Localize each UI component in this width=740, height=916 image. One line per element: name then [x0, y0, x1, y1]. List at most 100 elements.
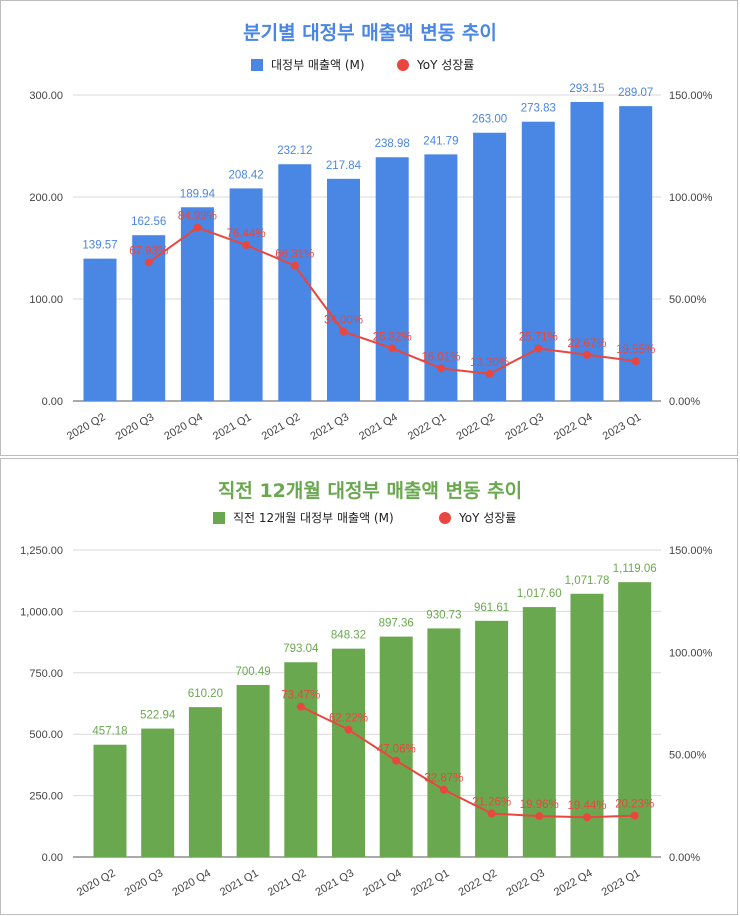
bar [570, 593, 604, 857]
yoy-point [631, 357, 640, 366]
bar-value-label: 273.83 [521, 103, 556, 115]
bar [473, 132, 507, 402]
bar-value-label: 1,017.60 [517, 588, 562, 600]
yoy-point [193, 223, 202, 232]
x-tick-label: 2023 Q1 [600, 867, 643, 898]
bar-value-label: 700.49 [236, 666, 271, 678]
bar-value-label: 610.20 [188, 688, 223, 700]
yoy-point [485, 369, 494, 378]
y-right-tick: 150.00% [669, 545, 713, 557]
legend: 대정부 매출액 (M) YoY 성장률 [251, 58, 474, 72]
yoy-point [534, 344, 543, 353]
legend-swatch-bar [213, 512, 225, 524]
chart-title: 직전 12개월 대정부 매출액 변동 추이 [218, 480, 522, 502]
bar-value-label: 238.98 [375, 138, 410, 150]
yoy-line [300, 705, 635, 819]
yoy-point [242, 241, 251, 250]
x-tick-label: 2021 Q4 [361, 867, 404, 898]
legend: 직전 12개월 대정부 매출액 (M) YoY 성장률 [213, 511, 516, 525]
bar-value-label: 263.00 [472, 114, 507, 126]
chart-title: 분기별 대정부 매출액 변동 추이 [243, 22, 497, 44]
yoy-value-label: 25.71% [519, 332, 558, 344]
yoy-value-label: 19.44% [567, 800, 606, 812]
yoy-point [344, 725, 353, 734]
y-left-tick: 250.00 [29, 791, 63, 803]
y-left-tick: 200.00 [29, 192, 63, 204]
bar-value-label: 961.61 [474, 602, 509, 614]
x-tick-label: 2023 Q1 [601, 411, 644, 442]
yoy-point [144, 258, 153, 267]
legend-swatch-bar [251, 59, 263, 71]
y-right-tick: 50.00% [669, 750, 707, 762]
bar-value-label: 241.79 [423, 135, 458, 147]
x-tick-label: 2020 Q4 [170, 867, 213, 898]
x-tick-label: 2021 Q3 [313, 867, 356, 898]
bar-value-label: 897.36 [379, 618, 414, 630]
bar [619, 106, 653, 402]
yoy-value-label: 13.30% [470, 357, 509, 369]
x-tick-label: 2021 Q2 [266, 867, 309, 898]
bar [327, 178, 360, 401]
bar-value-label: 848.32 [331, 630, 366, 642]
bar-value-label: 457.18 [92, 726, 127, 738]
x-tick-label: 2022 Q4 [552, 411, 595, 442]
bar-value-label: 522.94 [140, 710, 176, 722]
x-tick-label: 2022 Q2 [455, 411, 498, 442]
bar [229, 188, 263, 401]
bar [618, 582, 652, 857]
yoy-point [439, 785, 448, 794]
x-tick-label: 2022 Q3 [504, 867, 547, 898]
bar [332, 648, 365, 857]
yoy-value-label: 19.96% [520, 799, 559, 811]
legend-label-line: YoY 성장률 [458, 511, 516, 525]
bar [284, 662, 318, 857]
y-right-tick: 100.00% [669, 647, 713, 659]
bar-value-label: 293.15 [569, 83, 604, 95]
x-tick-label: 2021 Q1 [218, 867, 261, 898]
y-left-tick: 750.00 [29, 668, 63, 680]
bar [141, 728, 175, 857]
yoy-point [583, 350, 591, 359]
yoy-value-label: 84.99% [178, 211, 217, 223]
y-left-tick: 300.00 [29, 90, 63, 102]
bar [521, 121, 555, 402]
yoy-value-label: 66.31% [275, 249, 314, 261]
yoy-point [388, 344, 397, 353]
y-left-tick: 0.00 [42, 852, 63, 864]
bar-value-label: 232.12 [277, 145, 312, 157]
yoy-value-label: 34.00% [324, 315, 363, 327]
y-left-tick: 500.00 [29, 729, 63, 741]
x-tick-label: 2020 Q4 [162, 411, 205, 442]
bar [475, 620, 509, 857]
y-left-tick: 0.00 [42, 396, 63, 408]
yoy-value-label: 32.87% [424, 773, 463, 785]
bar-value-label: 162.56 [131, 216, 166, 228]
y-left-tick: 100.00 [29, 294, 63, 306]
yoy-point [296, 702, 305, 711]
yoy-value-label: 47.06% [377, 744, 416, 756]
yoy-point [392, 756, 401, 765]
bar [278, 164, 312, 401]
yoy-point [630, 811, 639, 820]
yoy-point [487, 809, 496, 818]
yoy-value-label: 25.82% [373, 331, 412, 343]
x-tick-label: 2022 Q1 [409, 867, 452, 898]
x-tick-label: 2021 Q4 [357, 411, 400, 442]
x-tick-label: 2021 Q3 [308, 411, 351, 442]
y-left-tick: 1,000.00 [20, 606, 63, 618]
bar [188, 707, 222, 857]
yoy-value-label: 20.23% [615, 799, 654, 811]
bar-value-label: 189.94 [180, 188, 216, 200]
yoy-point [290, 261, 299, 270]
x-tick-label: 2020 Q2 [65, 411, 108, 442]
bar-value-label: 1,071.78 [565, 575, 610, 587]
yoy-value-label: 62.22% [329, 713, 368, 725]
x-tick-label: 2021 Q2 [260, 411, 303, 442]
yoy-point [339, 327, 348, 336]
y-right-tick: 0.00% [669, 852, 700, 864]
yoy-value-label: 73.47% [281, 690, 320, 702]
bar-value-label: 793.04 [283, 643, 319, 655]
